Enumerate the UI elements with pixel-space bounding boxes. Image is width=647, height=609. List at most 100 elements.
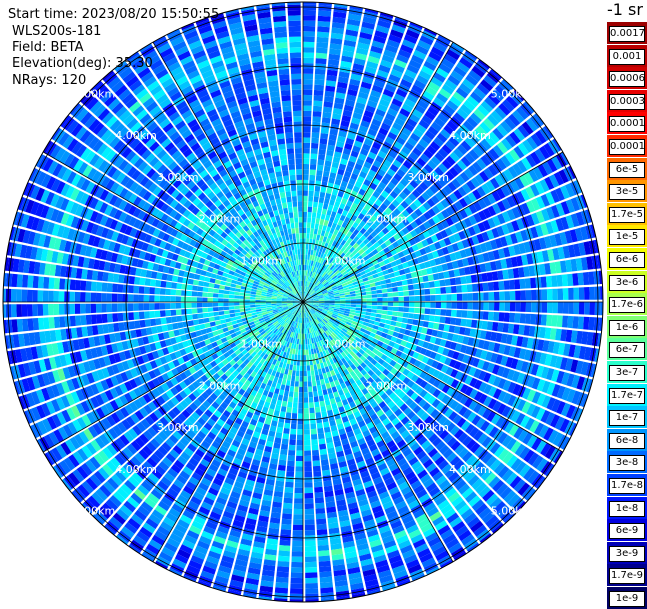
ppi-gate [287,466,295,472]
ppi-gate [345,295,351,298]
ppi-gate [311,138,319,144]
ppi-gate [372,302,377,305]
ppi-gate [322,176,328,182]
ppi-gate [308,392,313,398]
ppi-gate [304,429,310,434]
ppi-gate [579,287,585,300]
ppi-gate [297,435,303,441]
ppi-gate [210,322,216,327]
ppi-gate [304,424,310,429]
ppi-gate [316,58,327,64]
ppi-gate [307,255,310,261]
ppi-gate [312,212,317,218]
ppi-gate [321,406,327,412]
ppi-gate [377,306,383,310]
ppi-gate [318,10,331,16]
ppi-gate [305,562,317,568]
ppi-gate [313,386,318,392]
ppi-gate [441,295,447,301]
ppi-gate [298,403,303,408]
ppi-gate [456,285,462,292]
ppi-gate [428,322,434,329]
ppi-gate [325,160,332,166]
ppi-gate [472,284,478,292]
ppi-gate [304,403,309,408]
ppi-gate [329,303,334,305]
ppi-gate [303,90,312,96]
ppi-gate [305,583,318,589]
ppi-gate [275,432,282,438]
ppi-gate [579,302,585,315]
ppi-gate [317,524,327,530]
ppi-gate [388,302,393,306]
ppi-gate [318,202,323,208]
ppi-gate [451,286,457,293]
ppi-gate [324,486,333,492]
ppi-gate [320,187,326,193]
ppi-gate [283,374,288,380]
ppi-gate [482,321,488,330]
ppi-gate [303,148,310,154]
ppi-gate [365,288,371,292]
ppi-gate [303,196,308,201]
ppi-gate [296,451,303,457]
ppi-gate [371,287,377,291]
ppi-gate [350,307,356,310]
ppi-gate [530,314,536,325]
ppi-gate [382,293,388,297]
ppi-gate [340,298,345,300]
ppi-gate [413,314,419,320]
ppi-gate [557,275,563,287]
ppi-gate [309,191,314,197]
ppi-gate [291,567,303,573]
ppi-gate [473,302,478,310]
ppi-gate [462,293,468,300]
ppi-gate [283,433,290,439]
ppi-gate [316,235,320,241]
ppi-gate [355,310,361,313]
ppi-gate [381,284,387,289]
ppi-gate [320,587,333,593]
ppi-gate [276,427,283,433]
ppi-gate [322,225,327,231]
ppi-gate [467,311,473,319]
ppi-gate [303,100,312,106]
ppi-gate [293,365,297,371]
ppi-gate [216,325,222,330]
ppi-gate [557,315,563,327]
ppi-gate [315,492,324,498]
ppi-gate [293,530,303,536]
ppi-gate [306,355,309,361]
ppi-gate [423,321,429,327]
ppi-gate [403,307,409,312]
ppi-gate [299,387,303,392]
ppi-gate [303,15,316,20]
ppi-gate [188,320,194,326]
ppi-gate [460,276,466,284]
ppi-gate [412,319,418,325]
ppi-gate [314,482,323,488]
ppi-gate [466,275,472,283]
ppi-gate [324,394,330,400]
ppi-gate [403,291,409,296]
ppi-gate [108,324,114,333]
ppi-gate [401,323,407,329]
ppi-gate [520,313,526,323]
ppi-gate [471,275,477,283]
ppi-gate [583,317,589,330]
ppi-gate [289,439,296,445]
ppi-gate [290,583,303,589]
ppi-gate [531,290,537,300]
ppi-gate [294,504,303,510]
ppi-gate [457,302,463,309]
ppi-gate [304,466,312,472]
ppi-gate [298,408,303,413]
ppi-gate [492,271,498,280]
ppi-gate [567,316,573,328]
ppi-gate [139,320,145,328]
ppi-gate [290,381,294,387]
ppi-gate [308,196,313,202]
ppi-gate [397,317,403,322]
ppi-gate [430,302,436,308]
ppi-gate [505,291,511,300]
